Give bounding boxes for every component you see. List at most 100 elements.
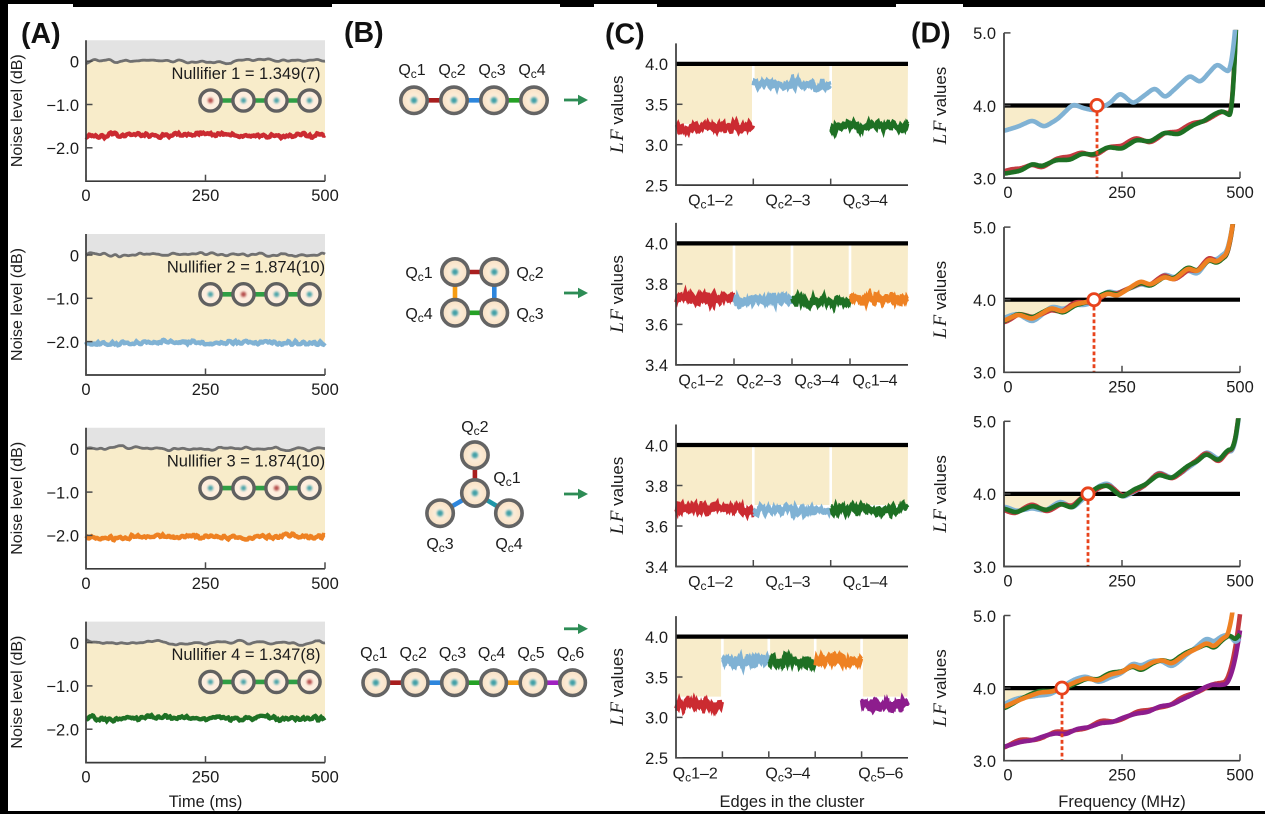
svg-text:4.0: 4.0 (645, 56, 668, 74)
svg-text:3.8: 3.8 (645, 478, 668, 496)
svg-text:3.0: 3.0 (645, 710, 668, 728)
svg-text:L F values: L F values (930, 649, 951, 728)
svg-text:Nullifier 1 = 1.349(7): Nullifier 1 = 1.349(7) (171, 65, 320, 83)
svg-text:Qc2: Qc2 (400, 645, 427, 664)
svg-text:Noise level (dB): Noise level (dB) (9, 248, 26, 361)
svg-text:Qc5–6: Qc5–6 (858, 765, 903, 784)
svg-text:5.0: 5.0 (973, 608, 996, 626)
svg-text:Noise level (dB): Noise level (dB) (9, 54, 26, 167)
svg-text:Nullifier 4 = 1.347(8): Nullifier 4 = 1.347(8) (171, 646, 320, 664)
svg-text:0: 0 (81, 575, 90, 593)
svg-text:0: 0 (1003, 573, 1012, 591)
svg-text:500: 500 (1226, 573, 1254, 591)
svg-text:4.0: 4.0 (645, 437, 668, 455)
svg-text:Edges in the cluster: Edges in the cluster (720, 793, 865, 811)
svg-text:Qc4: Qc4 (405, 306, 432, 325)
svg-text:0: 0 (1003, 767, 1012, 785)
svg-text:5.0: 5.0 (973, 414, 996, 432)
svg-text:Qc1: Qc1 (405, 265, 432, 284)
svg-text:3.4: 3.4 (645, 357, 668, 375)
svg-text:Nullifier 2 = 1.874(10): Nullifier 2 = 1.874(10) (167, 259, 325, 277)
svg-text:(A): (A) (21, 18, 61, 50)
svg-text:Qc4: Qc4 (478, 645, 505, 664)
svg-text:Qc1: Qc1 (398, 62, 425, 81)
svg-text:3.5: 3.5 (645, 669, 668, 687)
svg-text:3.0: 3.0 (973, 753, 996, 771)
svg-text:(B): (B) (344, 17, 384, 49)
svg-text:500: 500 (1226, 378, 1254, 396)
svg-text:Qc3–4: Qc3–4 (765, 765, 810, 784)
svg-text:3.6: 3.6 (645, 518, 668, 536)
svg-text:250: 250 (1108, 184, 1136, 202)
svg-text:500: 500 (311, 381, 339, 399)
svg-text:3.4: 3.4 (645, 559, 668, 577)
svg-text:−1.0: −1.0 (46, 291, 79, 309)
svg-text:Qc1–4: Qc1–4 (852, 372, 897, 391)
svg-text:4.0: 4.0 (645, 629, 668, 647)
svg-text:L F values: L F values (607, 255, 628, 334)
svg-text:L F values: L F values (607, 648, 628, 727)
svg-text:0: 0 (70, 635, 79, 653)
svg-text:Qc2: Qc2 (516, 265, 543, 284)
svg-text:Qc6: Qc6 (557, 645, 584, 664)
svg-text:Qc5: Qc5 (517, 645, 544, 664)
svg-text:4.0: 4.0 (645, 236, 668, 254)
svg-text:Qc1–4: Qc1–4 (843, 574, 888, 593)
svg-text:250: 250 (192, 575, 220, 593)
svg-text:Qc1–2: Qc1–2 (688, 193, 733, 212)
svg-text:3.5: 3.5 (645, 97, 668, 115)
svg-text:Qc1–2: Qc1–2 (673, 765, 718, 784)
svg-text:3.0: 3.0 (973, 170, 996, 188)
svg-text:500: 500 (311, 575, 339, 593)
svg-text:Qc1–2: Qc1–2 (678, 372, 723, 391)
svg-text:Frequency (MHz): Frequency (MHz) (1058, 793, 1185, 811)
svg-text:500: 500 (1226, 184, 1254, 202)
svg-text:Time (ms): Time (ms) (169, 793, 243, 811)
svg-text:3.0: 3.0 (973, 365, 996, 383)
svg-text:4.0: 4.0 (973, 292, 996, 310)
svg-text:4.0: 4.0 (973, 486, 996, 504)
svg-text:Qc2–3: Qc2–3 (736, 372, 781, 391)
svg-text:5.0: 5.0 (973, 25, 996, 43)
svg-text:3.0: 3.0 (645, 137, 668, 155)
svg-text:−2.0: −2.0 (46, 334, 79, 352)
svg-text:L F values: L F values (930, 67, 951, 146)
svg-text:Qc2: Qc2 (461, 419, 488, 438)
svg-text:Qc3: Qc3 (478, 62, 505, 81)
svg-text:Qc4: Qc4 (495, 536, 522, 555)
svg-text:Qc2: Qc2 (438, 62, 465, 81)
svg-text:Qc1–3: Qc1–3 (765, 574, 810, 593)
svg-text:−1.0: −1.0 (46, 97, 79, 115)
svg-text:3.0: 3.0 (973, 559, 996, 577)
svg-text:Qc1: Qc1 (360, 645, 387, 664)
svg-text:Qc3: Qc3 (439, 645, 466, 664)
svg-text:Qc3–4: Qc3–4 (794, 372, 839, 391)
svg-text:L F values: L F values (930, 455, 951, 534)
svg-text:0: 0 (70, 441, 79, 459)
svg-text:2.5: 2.5 (645, 750, 668, 768)
svg-text:Noise level (dB): Noise level (dB) (9, 636, 26, 749)
svg-text:Qc3: Qc3 (426, 536, 453, 555)
svg-text:−2.0: −2.0 (46, 528, 79, 546)
svg-text:4.0: 4.0 (973, 680, 996, 698)
svg-text:500: 500 (1226, 767, 1254, 785)
svg-text:Qc3–4: Qc3–4 (843, 193, 888, 212)
svg-text:0: 0 (70, 54, 79, 72)
svg-text:250: 250 (192, 381, 220, 399)
svg-text:Qc1: Qc1 (493, 470, 520, 489)
svg-text:−2.0: −2.0 (46, 722, 79, 740)
svg-text:2.5: 2.5 (645, 177, 668, 195)
svg-text:Qc3: Qc3 (516, 306, 543, 325)
svg-text:5.0: 5.0 (973, 219, 996, 237)
svg-text:L F values: L F values (607, 457, 628, 536)
svg-text:Nullifier 3 = 1.874(10): Nullifier 3 = 1.874(10) (167, 452, 325, 470)
svg-text:L F values: L F values (607, 75, 628, 154)
svg-text:Noise level (dB): Noise level (dB) (9, 442, 26, 555)
svg-text:Qc2–3: Qc2–3 (765, 193, 810, 212)
svg-text:3.6: 3.6 (645, 317, 668, 335)
svg-text:500: 500 (311, 769, 339, 787)
svg-text:250: 250 (192, 187, 220, 205)
svg-text:−2.0: −2.0 (46, 140, 79, 158)
svg-text:0: 0 (70, 247, 79, 265)
svg-text:4.0: 4.0 (973, 98, 996, 116)
